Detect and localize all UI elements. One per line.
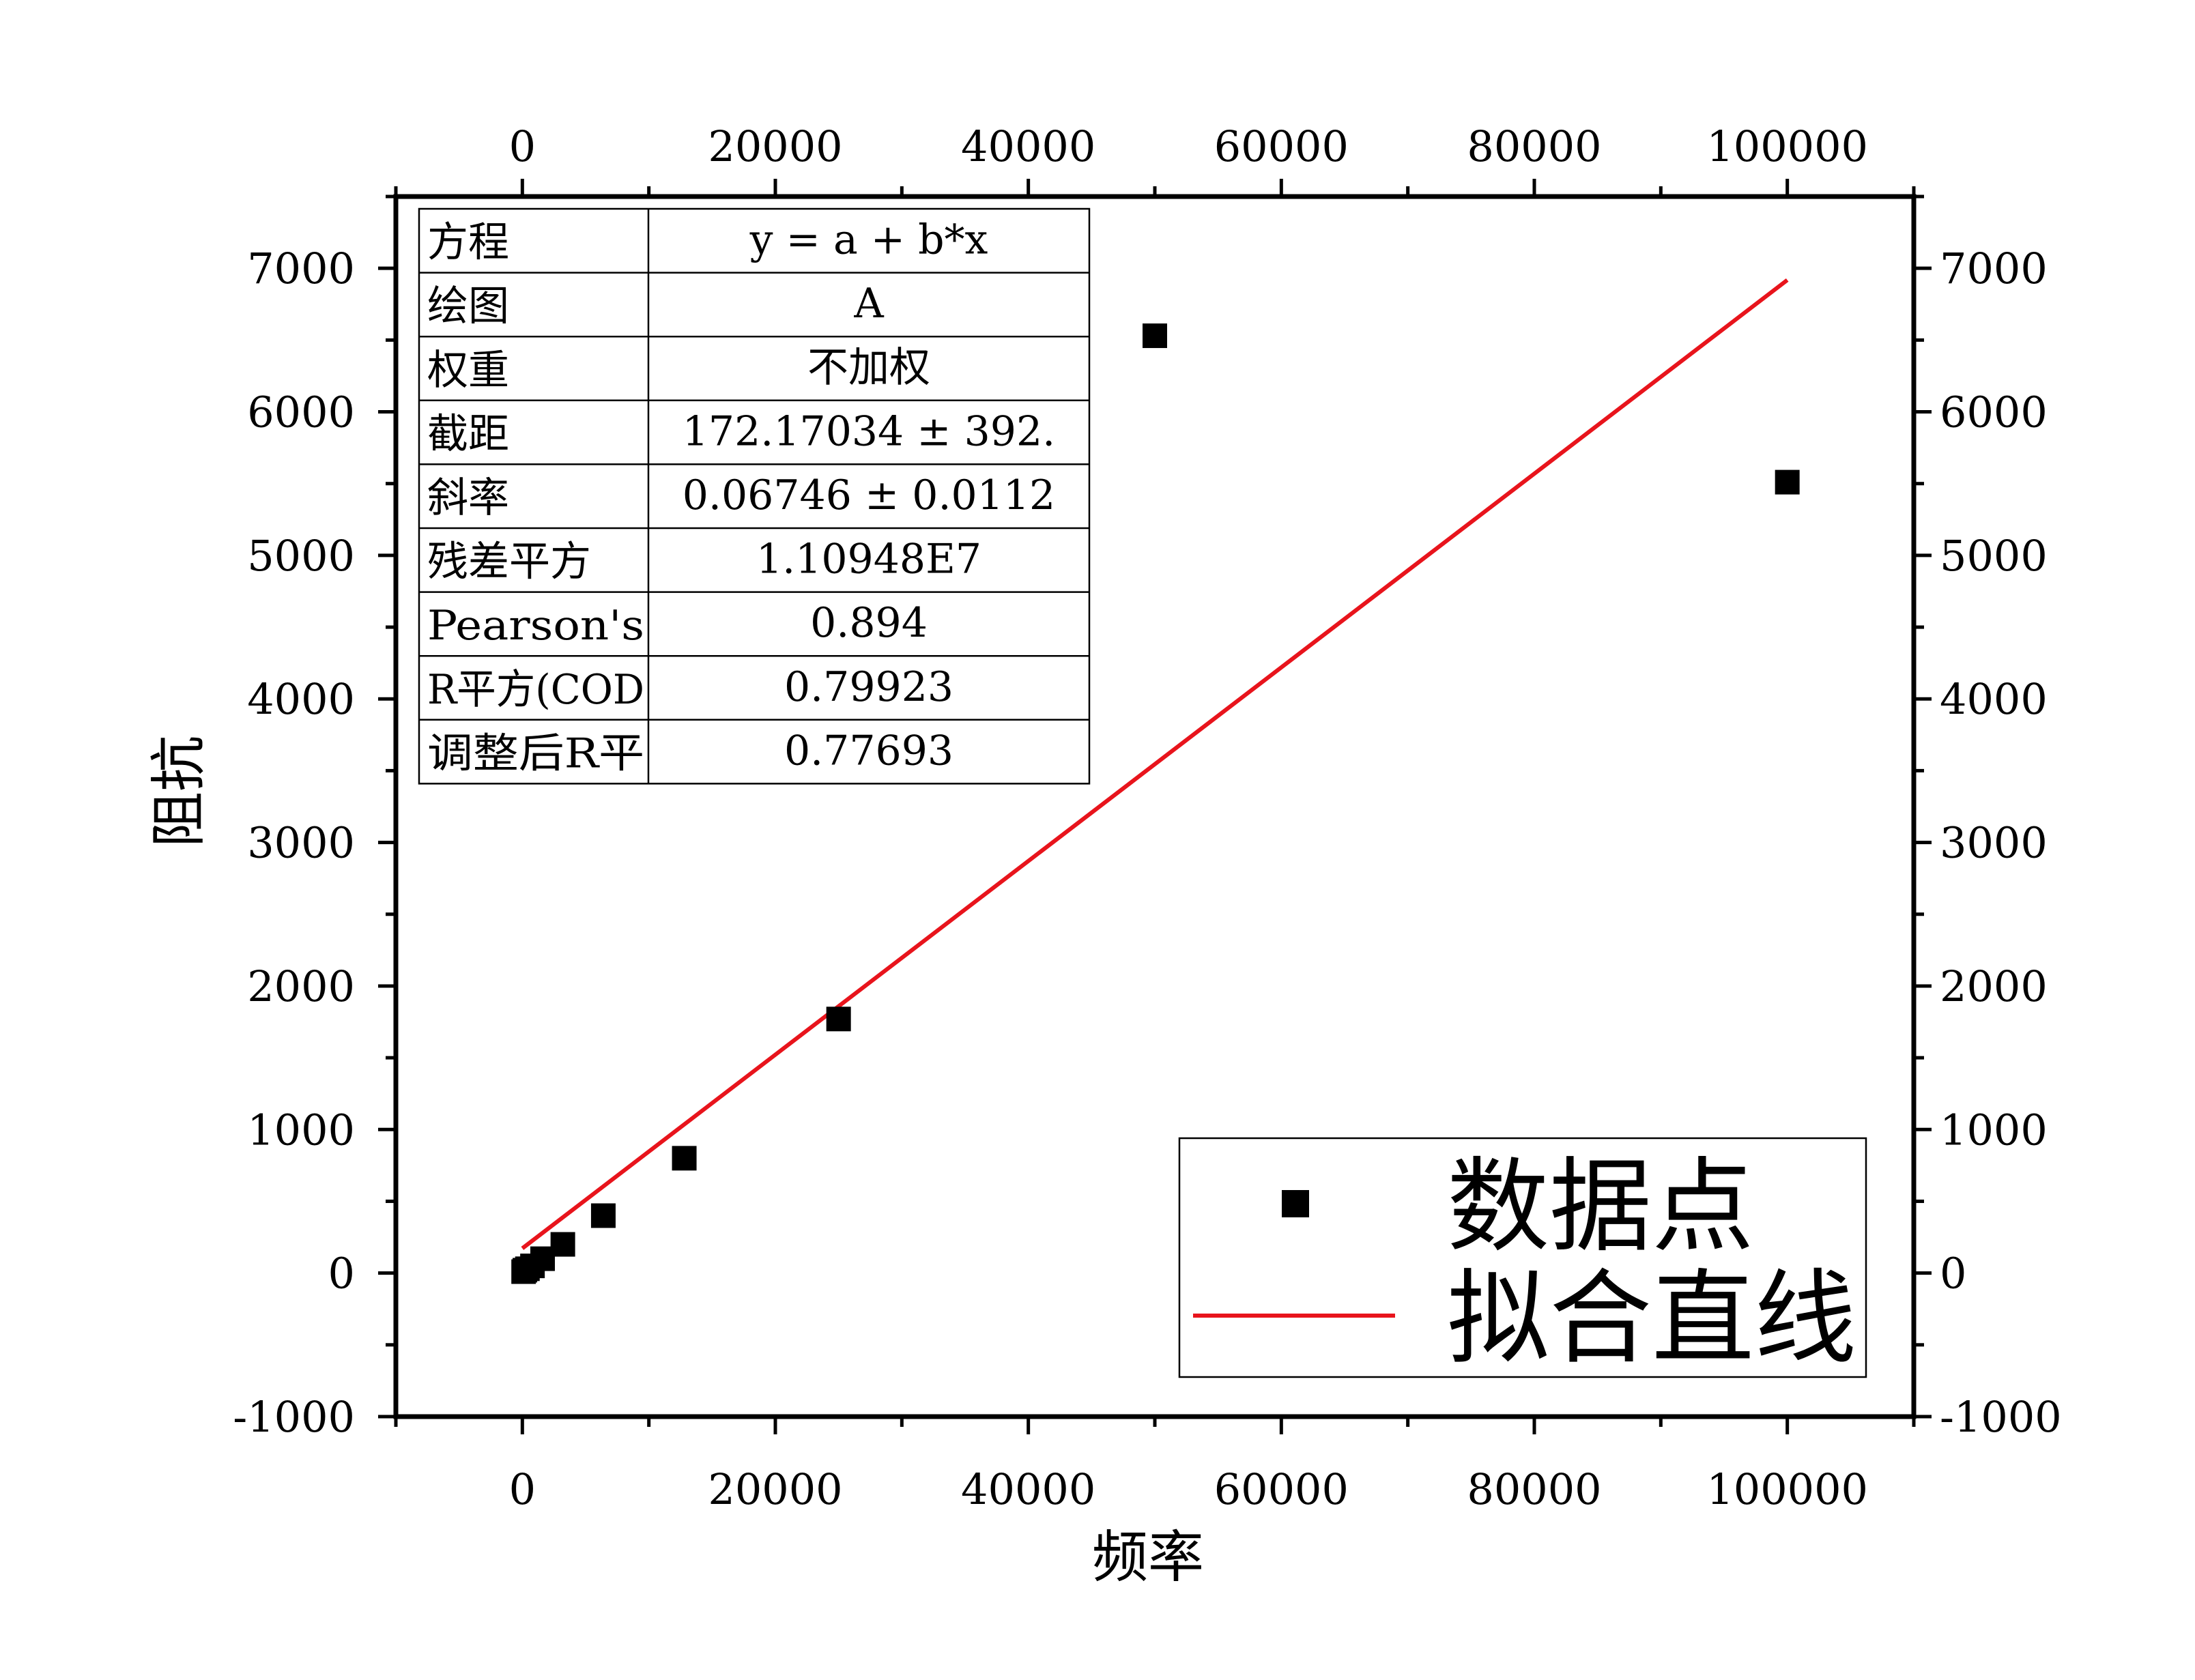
x-tick-label-top: 40000	[961, 121, 1095, 171]
x-tick-label-top: 100000	[1706, 121, 1868, 171]
y-tick-label-left: 7000	[247, 244, 355, 293]
table-value: 0.06746 ± 0.0112	[683, 472, 1055, 519]
data-point	[1143, 323, 1167, 349]
x-axis-label: 频率	[1092, 1525, 1204, 1590]
table-label: R平方(COD	[427, 666, 644, 714]
x-tick-label-top: 0	[509, 121, 536, 171]
table-value: 1.10948E7	[756, 536, 981, 583]
y-tick-label-left: 4000	[247, 674, 355, 724]
y-tick-label-right: 0	[1940, 1249, 1966, 1299]
table-label: 残差平方	[427, 538, 591, 586]
x-tick-label-top: 80000	[1467, 121, 1601, 171]
y-tick-label-left: 6000	[247, 388, 355, 437]
y-tick-label-left: 0	[328, 1249, 355, 1299]
y-tick-label-right: -1000	[1940, 1392, 2062, 1442]
x-tick-label-bottom: 40000	[961, 1464, 1095, 1514]
legend-label-fit-line: 拟合直线	[1447, 1260, 1856, 1378]
axes: 0020000200004000040000600006000080000800…	[233, 121, 2061, 1514]
table-label: 斜率	[427, 474, 509, 522]
table-label: 方程	[427, 219, 509, 267]
y-tick-label-right: 3000	[1940, 818, 2048, 868]
data-point	[550, 1232, 575, 1257]
y-tick-label-right: 4000	[1940, 674, 2048, 724]
table-value: 0.77693	[784, 727, 953, 774]
table-value: 不加权	[807, 344, 930, 392]
table-value: A	[853, 280, 884, 328]
table-value: 0.79923	[784, 663, 953, 711]
y-tick-label-right: 2000	[1940, 961, 2048, 1011]
y-tick-label-right: 6000	[1940, 388, 2048, 437]
y-tick-label-left: 3000	[247, 818, 355, 868]
table-frame	[418, 207, 1091, 785]
y-tick-label-right: 5000	[1940, 531, 2048, 581]
x-tick-label-bottom: 20000	[708, 1464, 842, 1514]
table-label: 权重	[427, 347, 509, 394]
legend-marker-data-points	[1282, 1190, 1309, 1217]
plot-area	[511, 278, 1800, 1284]
y-tick-label-left: 5000	[247, 531, 355, 581]
x-tick-label-top: 60000	[1214, 121, 1349, 171]
y-axis-label: 阻抗	[147, 736, 212, 848]
table-label: 截距	[427, 410, 509, 458]
y-tick-label-left: 1000	[247, 1105, 355, 1155]
table-label: 调整后R平	[427, 729, 644, 777]
table-value: y = a + b*x	[749, 216, 988, 264]
y-tick-label-right: 1000	[1940, 1105, 2048, 1155]
x-tick-label-top: 20000	[708, 121, 842, 171]
data-point	[590, 1203, 616, 1228]
fit-line	[521, 278, 1789, 1250]
data-point	[672, 1146, 697, 1171]
legend-label-data-points: 数据点	[1447, 1148, 1754, 1266]
y-tick-label-left: 2000	[247, 961, 355, 1011]
table-label: 绘图	[427, 283, 509, 330]
x-tick-label-bottom: 100000	[1706, 1464, 1868, 1514]
x-tick-label-bottom: 60000	[1214, 1464, 1349, 1514]
data-point	[826, 1006, 851, 1032]
y-tick-label-right: 7000	[1940, 244, 2048, 293]
table-value: 0.894	[810, 599, 928, 647]
table-value: 172.17034 ± 392.	[683, 407, 1055, 455]
x-tick-label-bottom: 0	[509, 1464, 536, 1514]
legend-frame	[1178, 1137, 1867, 1378]
x-tick-label-bottom: 80000	[1467, 1464, 1601, 1514]
y-tick-label-left: -1000	[233, 1392, 355, 1442]
table-label: Pearson's	[427, 602, 644, 650]
data-point	[1775, 469, 1800, 495]
